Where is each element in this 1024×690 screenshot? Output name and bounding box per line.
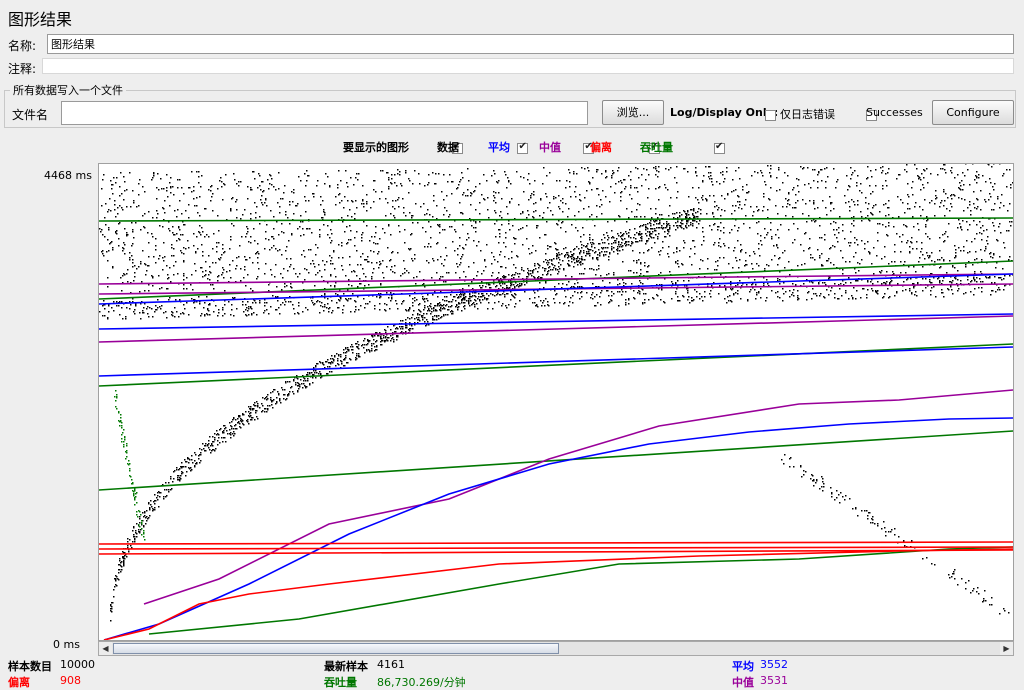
average-curve [103,417,1013,640]
median-label: 中值 [732,676,754,689]
throughput-line-1 [99,217,1013,222]
deviation-checkbox[interactable] [649,141,661,154]
y-axis-max-label: 4468 ms [44,169,92,182]
data-points [99,164,1013,622]
average-checkbox[interactable] [517,141,529,154]
panel-title: 图形结果 [8,10,73,29]
throughput-option-label: 吞吐量 [640,141,673,154]
median-option-label: 中值 [539,141,561,154]
display-options-label: 要显示的图形 [343,141,409,154]
deviation-curve [103,548,1013,640]
throughput-line-4 [99,430,1013,491]
throughput-checkbox[interactable] [713,141,725,154]
data-option-label: 数据 [437,141,459,154]
average-value: 3552 [760,658,788,671]
throughput-label: 吞吐量 [324,676,357,689]
deviation-label: 偏离 [8,676,30,689]
average-line-3 [99,346,1013,377]
name-input[interactable] [47,34,1014,54]
browse-button[interactable]: 浏览... [602,100,664,125]
successes-checkbox[interactable] [865,110,877,121]
latest-sample-label: 最新样本 [324,660,368,673]
median-line-1 [99,273,1013,285]
median-curve [143,389,1013,605]
median-line-3 [99,315,1013,343]
deviation-option-label: 偏离 [590,141,612,154]
results-graph-plot [99,164,1013,640]
name-label: 名称: [8,39,37,53]
median-value: 3531 [760,674,788,687]
average-option-label: 平均 [488,141,510,154]
samples-label: 样本数目 [8,660,52,673]
data-checkbox[interactable] [451,141,463,154]
scroll-left-icon[interactable]: ◀ [99,642,112,655]
deviation-line-1 [99,541,1013,545]
file-group-title: 所有数据写入一个文件 [10,82,126,98]
average-label: 平均 [732,660,754,673]
log-display-label: Log/Display Only: [670,106,779,119]
y-axis-min-label: 0 ms [53,638,80,651]
results-graph [98,163,1014,641]
deviation-value: 908 [60,674,81,687]
average-line-1 [99,273,1013,305]
scroll-right-icon[interactable]: ▶ [1000,642,1013,655]
scroll-thumb[interactable] [113,643,559,654]
configure-button[interactable]: Configure [932,100,1014,125]
deviation-line-2 [99,546,1013,550]
deviation-line-3 [99,549,1013,555]
errors-label: 仅日志错误 [780,108,835,121]
comment-label: 注释: [8,62,37,76]
throughput-line-3 [99,343,1013,387]
graph-horizontal-scrollbar[interactable]: ◀ ▶ [98,641,1014,656]
samples-value: 10000 [60,658,95,671]
throughput-value: 86,730.269/分钟 [377,676,466,689]
errors-checkbox[interactable] [765,110,776,121]
filename-label: 文件名 [12,108,49,122]
filename-input[interactable] [61,101,588,125]
latest-sample-value: 4161 [377,658,405,671]
average-line-2 [99,313,1013,330]
median-checkbox[interactable] [583,141,595,154]
throughput-curve [148,546,1013,635]
comment-input[interactable] [42,58,1014,74]
file-group-border [4,90,1016,128]
successes-label: Successes [866,106,923,119]
